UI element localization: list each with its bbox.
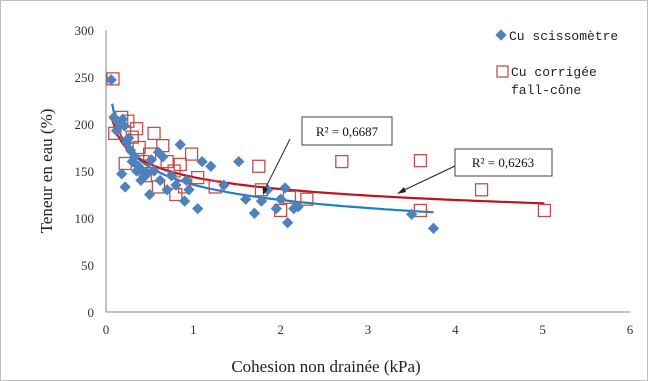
data-point-scissometre: [119, 181, 131, 193]
r2-box-scissometre: [301, 116, 393, 146]
data-point-fall-cone: [173, 157, 187, 172]
data-point-fall-cone: [474, 183, 489, 197]
data-point-scissometre: [192, 202, 204, 215]
x-tick-label: 3: [365, 322, 372, 337]
data-point-scissometre: [240, 193, 252, 205]
trendline-fall-cone: [111, 119, 545, 205]
x-tick-label: 5: [539, 322, 546, 337]
data-point-fall-cone: [191, 170, 205, 185]
x-tick-label: 1: [190, 322, 197, 337]
data-point-fall-cone: [129, 122, 144, 136]
data-point-fall-cone: [252, 159, 266, 173]
data-point-scissometre: [205, 160, 217, 172]
data-point-fall-cone: [413, 203, 428, 218]
data-point-scissometre: [161, 184, 173, 196]
r2-annotation-scissometre: R² = 0,6687: [262, 116, 393, 195]
legend-label-fall-cone-line1: Cu corrigée: [511, 65, 597, 80]
legend: Cu scissomètre Cu corrigée fall-cône: [495, 29, 618, 98]
r2-arrowhead-scissometre: [263, 186, 268, 195]
r2-annotation-fall-cone: R² = 0,6263: [397, 148, 553, 194]
data-point-scissometre: [248, 207, 261, 219]
data-point-scissometre: [279, 182, 291, 194]
data-point-scissometre: [145, 154, 158, 166]
data-point-scissometre: [165, 170, 178, 182]
r2-arrowhead-fall-cone: [397, 187, 406, 194]
y-tick-label: 100: [75, 211, 95, 226]
x-axis-title: Cohesion non drainée (kPa): [231, 357, 420, 376]
data-point-scissometre: [281, 217, 294, 229]
data-point-fall-cone: [160, 154, 174, 169]
data-point-fall-cone: [537, 203, 552, 218]
data-point-scissometre: [196, 155, 208, 168]
y-tick-label: 0: [88, 305, 95, 320]
r2-box-fall-cone: [454, 148, 553, 177]
r2-label-scissometre: R² = 0,6687: [316, 124, 379, 139]
data-point-scissometre: [148, 165, 160, 177]
legend-marker-fall-cone: [496, 65, 509, 78]
data-point-scissometre: [406, 208, 418, 220]
data-point-fall-cone: [184, 147, 199, 161]
y-axis-title: Teneur en eau (%): [37, 109, 56, 234]
data-point-scissometre: [180, 174, 193, 187]
y-tick-label: 250: [75, 70, 95, 85]
data-point-scissometre: [144, 188, 156, 201]
y-tick-label: 300: [75, 23, 95, 38]
r2-arrow-fall-cone: [399, 165, 456, 193]
legend-label-scissometre: Cu scissomètre: [509, 29, 618, 44]
data-point-scissometre: [129, 151, 141, 163]
legend-label-fall-cone-line2: fall-cône: [511, 83, 581, 98]
axes: [105, 30, 630, 313]
data-point-scissometre: [218, 179, 230, 191]
data-point-scissometre: [174, 139, 186, 151]
data-point-scissometre: [178, 195, 191, 207]
trendlines: [111, 103, 545, 214]
r2-arrow-scissometre: [262, 138, 291, 194]
x-tick-label: 4: [452, 322, 459, 337]
data-point-scissometre: [255, 195, 268, 207]
data-point-scissometre: [154, 174, 166, 187]
y-tick-label: 50: [81, 258, 94, 273]
data-point-scissometre: [170, 179, 182, 191]
data-point-fall-cone: [147, 126, 161, 141]
legend-marker-scissometre: [495, 29, 507, 41]
data-point-fall-cone: [335, 154, 349, 169]
x-tick-label: 6: [627, 322, 634, 337]
data-point-scissometre: [275, 193, 287, 205]
data-point-scissometre: [157, 151, 169, 163]
x-tick-label: 0: [103, 322, 110, 337]
trendline-scissometre: [111, 103, 434, 214]
x-tick-label: 2: [277, 322, 284, 337]
data-point-scissometre: [270, 202, 282, 215]
data-point-fall-cone: [300, 192, 314, 206]
data-point-fall-cone: [413, 154, 428, 168]
data-point-scissometre: [292, 201, 304, 213]
r2-label-fall-cone: R² = 0,6263: [472, 155, 534, 170]
data-point-scissometre: [427, 222, 440, 234]
y-tick-label: 200: [75, 117, 95, 132]
data-point-scissometre: [183, 184, 195, 196]
y-tick-label: 150: [75, 164, 95, 179]
y-tick-labels: 0 50 100 150 200 250 300: [75, 23, 95, 320]
data-point-scissometre: [233, 155, 245, 168]
x-tick-labels: 0 1 2 3 4 5 6: [103, 322, 634, 337]
